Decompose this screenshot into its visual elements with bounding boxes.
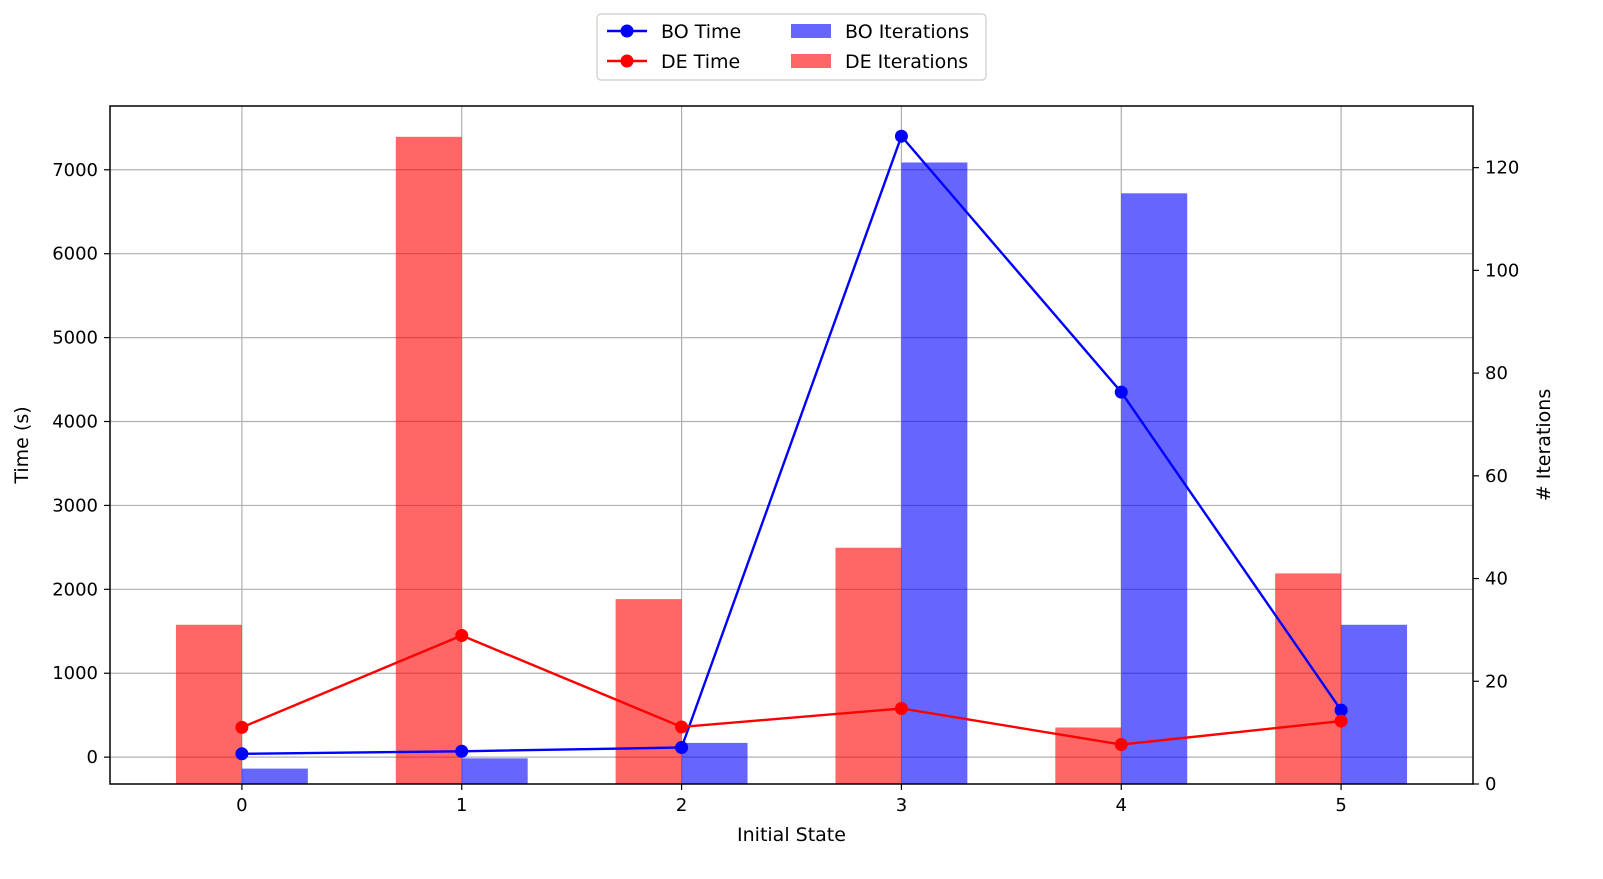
y2-tick-label: 0 <box>1485 774 1496 795</box>
bar-bo-iterations <box>681 742 748 784</box>
y2-axis-ticks: 0 20 40 60 80 100 120 <box>1473 158 1519 795</box>
x-tick-label: 2 <box>676 795 687 816</box>
bar-bo-iterations <box>901 162 968 784</box>
point-bo-time <box>455 744 469 758</box>
point-bo-time <box>894 129 908 143</box>
y2-axis-label: # Iterations <box>1533 389 1555 501</box>
y-tick-label: 4000 <box>52 412 98 433</box>
bar-bo-iterations <box>461 758 528 784</box>
bar-de-iterations <box>835 547 902 784</box>
lines-group <box>235 129 1348 761</box>
point-de-time <box>1334 714 1348 728</box>
legend: BO Time DE Time BO Iterations DE Iterations <box>596 13 987 81</box>
legend-swatch-de-iterations <box>791 54 831 68</box>
point-bo-time <box>1334 703 1348 717</box>
legend-label-de-time: DE Time <box>661 51 740 73</box>
y-tick-label: 1000 <box>52 663 98 684</box>
bars-group <box>175 136 1408 784</box>
bar-de-iterations <box>175 624 242 784</box>
y-tick-label: 3000 <box>52 495 98 516</box>
line-de-time <box>241 634 1342 746</box>
y2-tick-label: 100 <box>1485 260 1519 281</box>
bar-bo-iterations <box>241 768 308 784</box>
bar-de-iterations <box>1275 573 1342 784</box>
line-bo-time <box>241 133 1343 755</box>
x-tick-label: 3 <box>896 795 907 816</box>
y-tick-label: 7000 <box>52 160 98 181</box>
y2-tick-label: 20 <box>1485 671 1508 692</box>
point-bo-time <box>1114 385 1128 399</box>
legend-marker-de-time <box>620 54 634 68</box>
legend-box <box>596 13 987 81</box>
y-tick-label: 0 <box>87 747 98 768</box>
x-axis-ticks: 0 1 2 3 4 5 <box>236 784 1347 816</box>
x-tick-label: 4 <box>1116 795 1127 816</box>
point-de-time <box>894 701 908 715</box>
point-de-time <box>1114 738 1128 752</box>
legend-label-de-iterations: DE Iterations <box>845 51 968 73</box>
y-tick-label: 6000 <box>52 244 98 265</box>
x-tick-label: 5 <box>1335 795 1346 816</box>
bar-de-iterations <box>615 599 682 784</box>
y2-tick-label: 80 <box>1485 363 1508 384</box>
legend-label-bo-time: BO Time <box>661 21 741 43</box>
y-tick-label: 2000 <box>52 579 98 600</box>
plot-frame <box>109 105 1474 785</box>
point-bo-time <box>235 747 249 761</box>
point-de-time <box>675 720 689 734</box>
x-axis-label: Initial State <box>737 824 846 846</box>
bar-de-iterations <box>395 136 462 784</box>
bar-de-iterations <box>1055 727 1122 784</box>
point-de-time <box>455 628 469 642</box>
y2-tick-label: 60 <box>1485 466 1508 487</box>
y-axis-label: Time (s) <box>11 406 33 484</box>
y2-tick-label: 40 <box>1485 569 1508 590</box>
point-de-time <box>235 720 249 734</box>
legend-label-bo-iterations: BO Iterations <box>845 21 969 43</box>
x-tick-label: 1 <box>456 795 467 816</box>
legend-swatch-bo-iterations <box>791 24 831 38</box>
y2-tick-label: 120 <box>1485 158 1519 179</box>
bar-bo-iterations <box>1341 624 1408 784</box>
y-axis-ticks: 0 1000 2000 3000 4000 5000 6000 7000 <box>52 160 110 768</box>
legend-marker-bo-time <box>620 24 634 38</box>
x-tick-label: 0 <box>236 795 247 816</box>
grid-lines <box>110 106 1473 784</box>
bar-bo-iterations <box>1121 193 1188 784</box>
point-bo-time <box>675 740 689 754</box>
y-tick-label: 5000 <box>52 328 98 349</box>
